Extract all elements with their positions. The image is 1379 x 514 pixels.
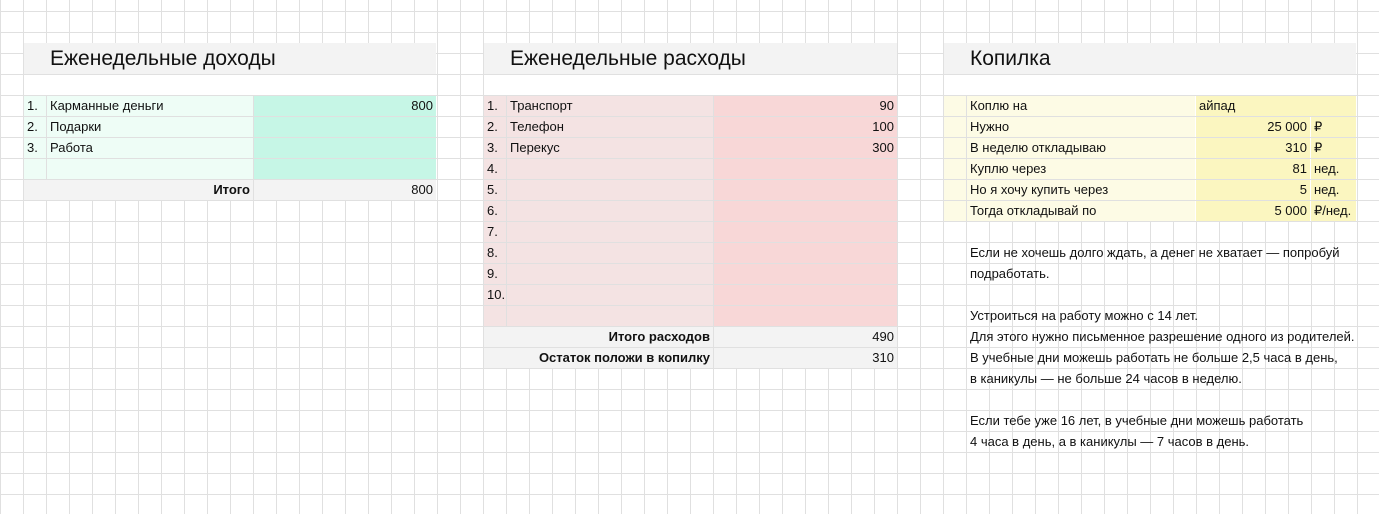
item-amount [254, 159, 436, 179]
item-amount [714, 285, 897, 305]
spacer [24, 75, 436, 95]
panel-title: Еженедельные расходы [484, 43, 897, 74]
row-number: 1. [484, 96, 506, 116]
note-line: в каникулы — не больше 24 часов в неделю… [970, 371, 1242, 386]
panel-title: Копилка [944, 43, 1356, 74]
item-label: Перекус [507, 138, 713, 158]
item-label [507, 159, 713, 179]
item-label: Тогда откладывай по [967, 201, 1195, 221]
item-value: 25 000 [1196, 117, 1310, 137]
item-amount: 100 [714, 117, 897, 137]
note-line: Если не хочешь долго ждать, а денег не х… [970, 245, 1340, 260]
item-label [507, 180, 713, 200]
item-amount: 300 [714, 138, 897, 158]
row-number: 7. [484, 222, 506, 242]
row-number: 8. [484, 243, 506, 263]
item-unit: ₽ [1311, 138, 1356, 158]
row-number: 5. [484, 180, 506, 200]
item-amount [714, 243, 897, 263]
item-value: 5 [1196, 180, 1310, 200]
item-amount [714, 159, 897, 179]
item-label [507, 201, 713, 221]
spacer [484, 75, 897, 95]
spacer [944, 96, 966, 116]
item-label: Карманные деньги [47, 96, 253, 116]
total-value: 800 [254, 180, 436, 200]
note-line: Если тебе уже 16 лет, в учебные дни може… [970, 413, 1304, 428]
note-line: Устроиться на работу можно с 14 лет. [970, 308, 1198, 323]
item-unit: ₽/нед. [1311, 201, 1356, 221]
item-amount [714, 264, 897, 284]
row-number: 2. [24, 117, 46, 137]
item-amount [714, 180, 897, 200]
item-label: Коплю на [967, 96, 1195, 116]
item-label [507, 243, 713, 263]
total-label: Остаток положи в копилку [484, 348, 713, 368]
item-amount [254, 138, 436, 158]
item-label: В неделю откладываю [967, 138, 1195, 158]
note-line: подработать. [970, 266, 1050, 281]
item-label [507, 264, 713, 284]
item-unit: нед. [1311, 159, 1356, 179]
item-label: Подарки [47, 117, 253, 137]
spacer [944, 180, 966, 200]
total-value: 490 [714, 327, 897, 347]
item-amount [714, 222, 897, 242]
spacer [944, 117, 966, 137]
spacer [944, 75, 1356, 95]
item-label: Работа [47, 138, 253, 158]
item-value: 5 000 [1196, 201, 1310, 221]
row-number: 6. [484, 201, 506, 221]
item-value: айпад [1196, 96, 1356, 116]
total-label: Итого расходов [484, 327, 713, 347]
item-amount [254, 117, 436, 137]
total-label: Итого [24, 180, 253, 200]
spacer [944, 159, 966, 179]
note-line: Для этого нужно письменное разрешение од… [970, 329, 1355, 344]
panel-title: Еженедельные доходы [24, 43, 436, 74]
spacer [944, 201, 966, 221]
item-value: 310 [1196, 138, 1310, 158]
row-number: 2. [484, 117, 506, 137]
note-line: 4 часа в день, а в каникулы — 7 часов в … [970, 434, 1250, 449]
item-label [507, 222, 713, 242]
row-number: 3. [24, 138, 46, 158]
row-number: 4. [484, 159, 506, 179]
row-number: 10. [484, 285, 506, 305]
item-amount [714, 306, 897, 326]
item-amount: 90 [714, 96, 897, 116]
item-amount: 800 [254, 96, 436, 116]
item-label: Нужно [967, 117, 1195, 137]
item-label [507, 285, 713, 305]
item-label [47, 159, 253, 179]
row-number: 3. [484, 138, 506, 158]
total-value: 310 [714, 348, 897, 368]
item-label: Транспорт [507, 96, 713, 116]
row-number: 9. [484, 264, 506, 284]
row-number [484, 306, 506, 326]
item-unit: ₽ [1311, 117, 1356, 137]
spacer [944, 138, 966, 158]
row-number [24, 159, 46, 179]
item-amount [714, 201, 897, 221]
note-line: В учебные дни можешь работать не больше … [970, 350, 1338, 365]
item-label: Телефон [507, 117, 713, 137]
item-unit: нед. [1311, 180, 1356, 200]
row-number: 1. [24, 96, 46, 116]
item-label: Куплю через [967, 159, 1195, 179]
item-label [507, 306, 713, 326]
item-value: 81 [1196, 159, 1310, 179]
item-label: Но я хочу купить через [967, 180, 1195, 200]
